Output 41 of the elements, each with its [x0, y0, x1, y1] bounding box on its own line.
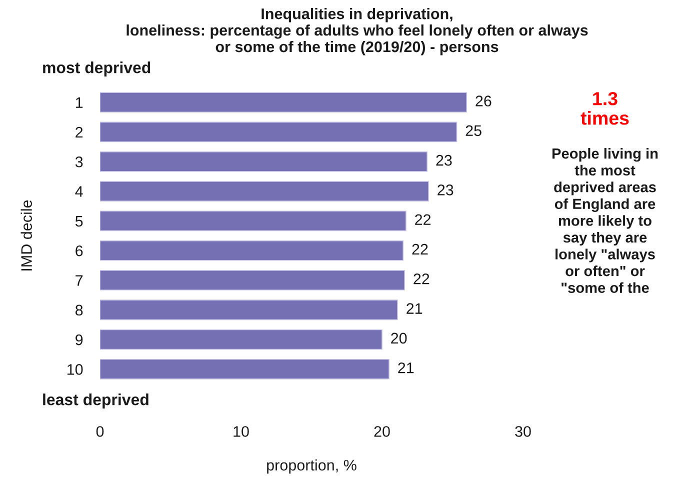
data-label: 20: [391, 332, 407, 344]
x-tick-label: 0: [96, 426, 104, 437]
y-tick-label: 4: [75, 186, 83, 197]
data-label: 26: [476, 96, 492, 106]
data-label: 23: [438, 184, 454, 196]
x-axis-title: proportion, %: [267, 459, 356, 474]
data-label: 21: [398, 362, 414, 374]
data-label: 22: [415, 214, 431, 225]
text: most deprived: [43, 62, 150, 76]
y-tick-label: 8: [76, 304, 83, 316]
data-label: 25: [466, 125, 482, 136]
x-tick-label: 20: [374, 426, 390, 437]
text: least deprived: [43, 394, 148, 408]
y-tick-label: 2: [76, 126, 83, 138]
x-tick-label: 10: [234, 426, 249, 437]
y-tick-label: 3: [75, 156, 83, 168]
bar: [100, 210, 406, 232]
bar: [100, 181, 429, 202]
data-label: 23: [436, 154, 452, 166]
bar: [100, 122, 458, 142]
bar: [100, 270, 405, 290]
y-tick-label: 7: [76, 275, 83, 286]
y-tick-label: 5: [75, 216, 83, 227]
bar: [100, 240, 404, 261]
data-label: 22: [412, 244, 428, 255]
text: People living in the most deprived areas of England are more likely to say they are lonely "always or often" or "some of the: [552, 148, 658, 293]
y-tick-label: 9: [76, 334, 83, 346]
data-label: 21: [406, 303, 422, 314]
y-axis-title: IMD decile: [20, 200, 32, 270]
y-tick-label: 1: [76, 97, 83, 108]
bar: [100, 300, 398, 320]
x-tick-label: 30: [515, 426, 531, 437]
bar: [100, 92, 468, 113]
bar: [100, 358, 390, 380]
bar: [100, 151, 428, 172]
chart-title: Inequalities in deprivation, loneliness: percentage of adults who feel lonely often or always or some of the time (2019/20) - persons: [126, 8, 588, 56]
y-tick-label: 10: [68, 364, 83, 375]
data-label: 22: [414, 274, 430, 284]
y-tick-label: 6: [76, 245, 83, 256]
text: 1.3 times: [580, 92, 629, 125]
bar: [100, 329, 382, 350]
